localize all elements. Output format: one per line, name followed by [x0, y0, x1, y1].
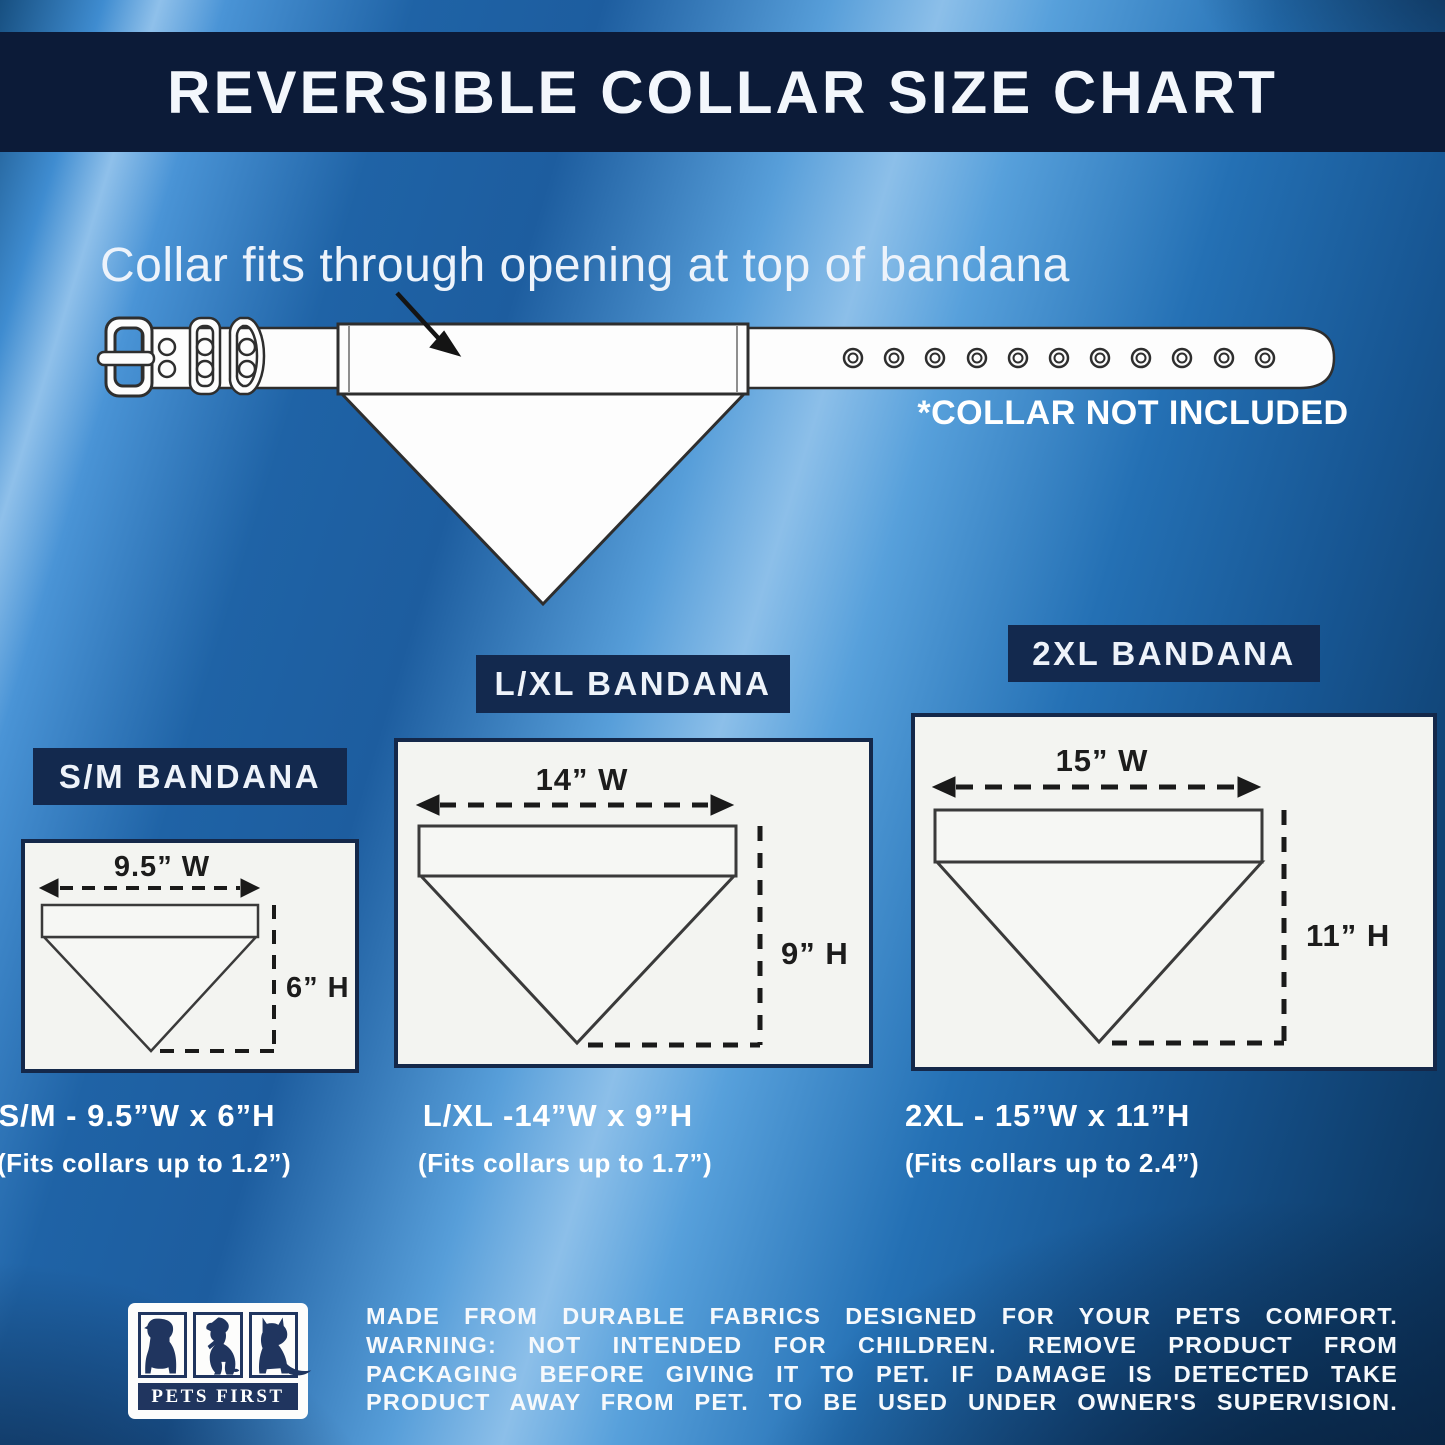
- bandana-sleeve: [336, 322, 750, 396]
- collar-caption: Collar fits through opening at top of ba…: [100, 239, 1070, 292]
- size-summary-lxl: L/XL -14”W x 9”H: [422, 1098, 694, 1133]
- brand-name-bar: PETS FIRST: [138, 1383, 298, 1410]
- footer-line-3: PACKAGING BEFORE GIVING IT TO PET. IF DA…: [366, 1360, 1398, 1387]
- begging-dog-icon: [206, 1317, 240, 1375]
- width-label-lxl: 14” W: [535, 762, 629, 797]
- brand-name: PETS FIRST: [151, 1385, 285, 1407]
- logo-dog-panels: [138, 1312, 311, 1378]
- height-label-2xl: 11” H: [1306, 918, 1391, 953]
- height-label-lxl: 9” H: [781, 936, 849, 971]
- footer-line-4: PRODUCT AWAY FROM PET. TO BE USED UNDER …: [366, 1389, 1398, 1416]
- footer-text: MADE FROM DURABLE FABRICS DESIGNED FOR Y…: [366, 1302, 1398, 1417]
- collar-holes: [157, 337, 257, 379]
- footer-line-2: WARNING: NOT INTENDED FOR CHILDREN. REMO…: [366, 1331, 1398, 1358]
- size-fits-lxl: (Fits collars up to 1.7”): [418, 1148, 713, 1178]
- size-label-lxl: L/XL BANDANA: [476, 655, 790, 713]
- collar-not-included-note: *COLLAR NOT INCLUDED: [917, 394, 1349, 432]
- height-label-sm: 6” H: [286, 972, 350, 1004]
- title-banner: REVERSIBLE COLLAR SIZE CHART: [0, 32, 1445, 152]
- width-label-sm: 9.5” W: [113, 851, 211, 883]
- bandana-on-collar: [336, 322, 750, 607]
- brand-logo: PETS FIRST: [128, 1303, 311, 1419]
- size-summary-sm: S/M - 9.5”W x 6”H: [0, 1098, 276, 1133]
- collar-strap: [140, 326, 1336, 390]
- size-label-2xl: 2XL BANDANA: [1008, 625, 1320, 682]
- size-summary-2xl: 2XL - 15”W x 11”H: [905, 1098, 1191, 1133]
- width-label-2xl: 15” W: [1055, 743, 1149, 778]
- logo-panel-1: [138, 1312, 188, 1378]
- shepherd-dog-icon: [258, 1317, 311, 1376]
- size-fits-sm: (Fits collars up to 1.2”): [0, 1148, 292, 1178]
- collar-buckle: [96, 316, 266, 398]
- pointer-arrow: [395, 291, 462, 357]
- logo-panel-3: [248, 1312, 311, 1378]
- logo-panel-2: [193, 1312, 243, 1378]
- footer-line-1: MADE FROM DURABLE FABRICS DESIGNED FOR Y…: [366, 1303, 1398, 1329]
- collar-eyelets: [842, 347, 1276, 369]
- sitting-dog-icon: [144, 1318, 177, 1374]
- collar-illustration: [96, 291, 1336, 607]
- size-fits-2xl: (Fits collars up to 2.4”): [905, 1148, 1200, 1178]
- bandana-triangle: [338, 392, 748, 607]
- page-title: REVERSIBLE COLLAR SIZE CHART: [167, 58, 1278, 126]
- size-label-sm: S/M BANDANA: [33, 748, 347, 805]
